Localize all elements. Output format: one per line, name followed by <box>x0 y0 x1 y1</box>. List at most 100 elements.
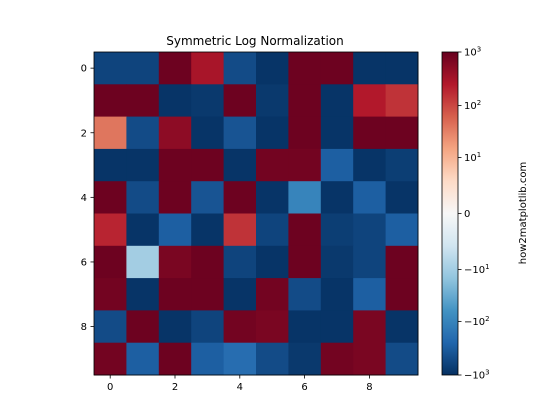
x-axis: 0 2 4 6 8 <box>107 375 373 393</box>
y-tick-label: 0 <box>81 64 87 75</box>
heatmap-cell <box>385 213 419 247</box>
heatmap-cell <box>191 116 225 150</box>
heatmap-cell <box>256 84 289 118</box>
heatmap-cell <box>320 181 354 214</box>
heatmap-cell <box>288 84 322 118</box>
heatmap-cell <box>158 116 192 150</box>
heatmap-cell <box>256 213 289 247</box>
heatmap-cell <box>385 342 419 376</box>
heatmap-cell <box>353 116 387 150</box>
heatmap-cell <box>158 310 192 344</box>
heatmap-cell <box>191 148 225 182</box>
heatmap-cell <box>320 342 354 376</box>
heatmap-cell <box>94 245 127 279</box>
heatmap-cell <box>158 148 192 182</box>
heatmap-cell <box>158 342 192 376</box>
colorbar-label: how2matplotlib.com <box>518 162 529 264</box>
heatmap-cell <box>288 245 322 279</box>
heatmap-cell <box>353 213 387 247</box>
heatmap-cell <box>158 84 192 118</box>
heatmap-cell <box>126 148 160 182</box>
x-tick-label: 4 <box>237 382 243 393</box>
heatmap-cell <box>223 245 257 279</box>
heatmap-cell <box>256 148 289 182</box>
heatmap-cell <box>94 278 127 311</box>
heatmap-cell <box>191 278 225 311</box>
colorbar-tick-label: −102 <box>464 315 490 328</box>
heatmap-cells <box>94 52 419 376</box>
heatmap-cell <box>126 342 160 376</box>
heatmap-cell <box>385 52 419 85</box>
heatmap-cell <box>256 181 289 214</box>
heatmap-cell <box>191 84 225 118</box>
heatmap-cell <box>191 213 225 247</box>
plot-frame <box>93 51 419 376</box>
heatmap-cell <box>320 278 354 311</box>
heatmap-cell <box>353 52 387 85</box>
heatmap-cell <box>223 310 257 344</box>
chart-title: Symmetric Log Normalization <box>166 34 344 48</box>
heatmap-cell <box>256 245 289 279</box>
heatmap-cell <box>256 278 289 311</box>
heatmap-cell <box>320 310 354 344</box>
heatmap-cell <box>94 52 127 85</box>
heatmap-cell <box>94 181 127 214</box>
heatmap-cell <box>385 84 419 118</box>
heatmap-cell <box>288 278 322 311</box>
heatmap-cell <box>191 310 225 344</box>
heatmap-cell <box>223 116 257 150</box>
heatmap-cell <box>94 310 127 344</box>
heatmap-cell <box>320 245 354 279</box>
heatmap-cell <box>158 278 192 311</box>
x-tick-label: 8 <box>366 382 372 393</box>
heatmap-cell <box>94 84 127 118</box>
colorbar-tick-label: 0 <box>464 209 470 220</box>
heatmap-cell <box>126 278 160 311</box>
heatmap-cell <box>158 52 192 85</box>
heatmap-cell <box>191 181 225 214</box>
colorbar-tick-label: 103 <box>464 46 481 59</box>
heatmap-cell <box>353 148 387 182</box>
heatmap-cell <box>126 245 160 279</box>
heatmap-cell <box>223 52 257 85</box>
heatmap-cell <box>288 148 322 182</box>
heatmap-cell <box>223 148 257 182</box>
heatmap-cell <box>353 84 387 118</box>
colorbar-tick-label: −103 <box>464 369 490 382</box>
heatmap-cell <box>256 116 289 150</box>
y-tick-label: 8 <box>81 322 87 333</box>
y-tick-label: 6 <box>81 257 87 268</box>
heatmap-cell <box>288 342 322 376</box>
heatmap-cell <box>126 181 160 214</box>
heatmap-cell <box>288 181 322 214</box>
colorbar <box>441 51 459 376</box>
heatmap-cell <box>223 181 257 214</box>
heatmap-cell <box>223 278 257 311</box>
heatmap-cell <box>385 181 419 214</box>
heatmap-cell <box>94 116 127 150</box>
heatmap-cell <box>158 245 192 279</box>
heatmap-cell <box>320 148 354 182</box>
heatmap-cell <box>256 342 289 376</box>
heatmap-cell <box>94 342 127 376</box>
heatmap-cell <box>353 342 387 376</box>
heatmap-cell <box>126 310 160 344</box>
heatmap-cell <box>385 245 419 279</box>
heatmap-cell <box>223 213 257 247</box>
heatmap-cell <box>126 84 160 118</box>
heatmap-cell <box>288 213 322 247</box>
heatmap-cell <box>320 116 354 150</box>
y-tick-label: 4 <box>81 193 87 204</box>
heatmap-cell <box>353 181 387 214</box>
heatmap-cell <box>126 116 160 150</box>
heatmap-cell <box>256 52 289 85</box>
x-tick-label: 6 <box>301 382 307 393</box>
colorbar-ticks: 103 102 101 0 −101 −102 −103 <box>458 46 490 382</box>
heatmap-cell <box>288 310 322 344</box>
heatmap-cell <box>320 213 354 247</box>
heatmap-cell <box>94 213 127 247</box>
heatmap-cell <box>158 213 192 247</box>
heatmap-cell <box>158 181 192 214</box>
colorbar-tick-label: 102 <box>464 99 481 112</box>
